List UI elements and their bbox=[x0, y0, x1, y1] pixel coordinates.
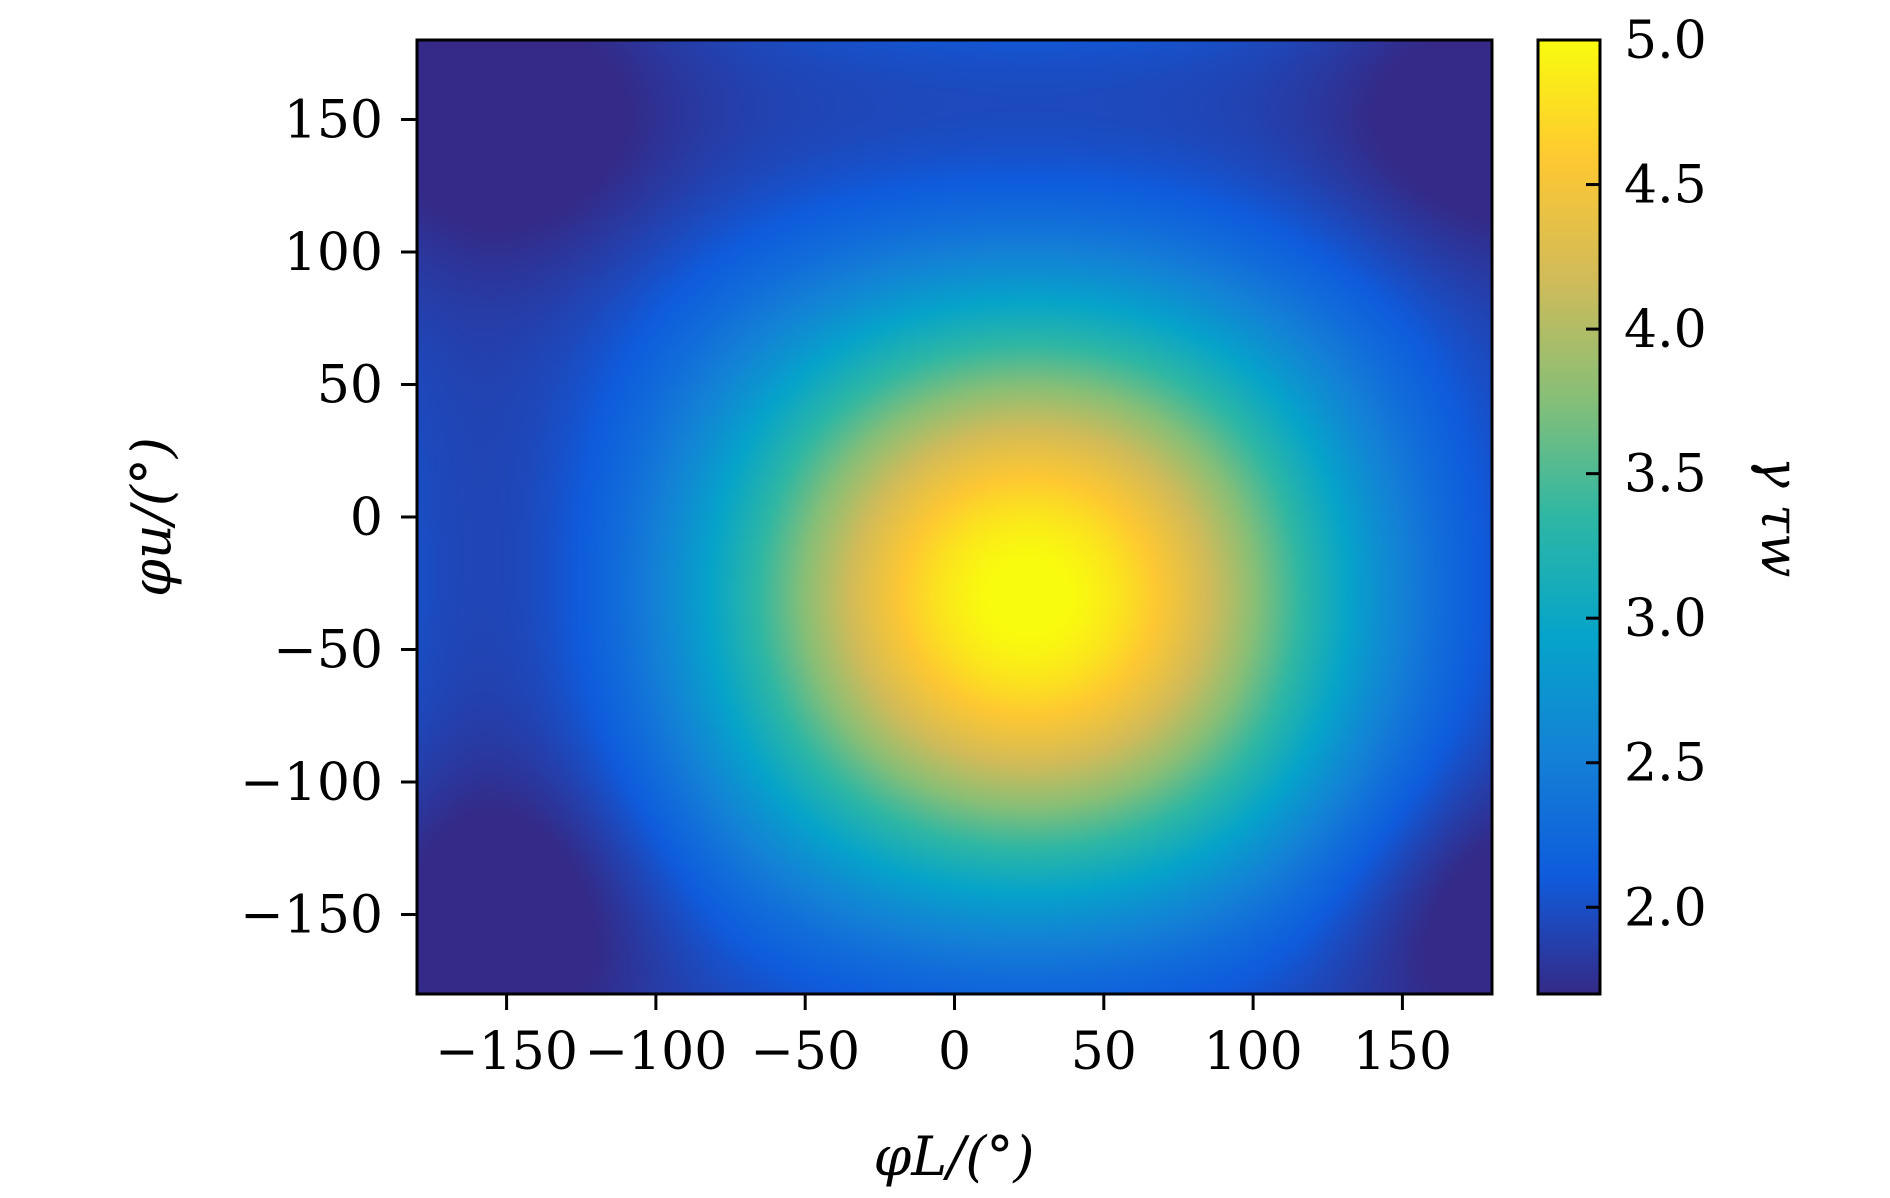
y-tick-label: −50 bbox=[273, 621, 383, 681]
colorbar-tick-label: 2.0 bbox=[1624, 878, 1707, 938]
colorbar bbox=[1536, 38, 1602, 996]
x-tick-label: −50 bbox=[750, 1022, 860, 1082]
colorbar-ticks: 2.0 2.5 3.0 3.5 4.0 4.5 5.0 bbox=[1586, 11, 1707, 938]
x-tick-label: 50 bbox=[1071, 1022, 1137, 1082]
colorbar-tick-label: 4.0 bbox=[1624, 300, 1707, 360]
heatmap-surface bbox=[417, 40, 1492, 994]
x-tick-label: −150 bbox=[435, 1022, 578, 1082]
y-axis-label: φu/(°) bbox=[120, 437, 183, 597]
x-tick-label: 150 bbox=[1353, 1022, 1452, 1082]
y-tick-label: −150 bbox=[240, 886, 383, 946]
y-tick-label: 50 bbox=[317, 356, 383, 416]
y-tick-label: 150 bbox=[284, 91, 383, 151]
colorbar-label: γ τw bbox=[1749, 457, 1809, 578]
colorbar-tick-label: 2.5 bbox=[1624, 734, 1707, 794]
y-axis-ticks: −150 −100 −50 0 50 100 150 bbox=[240, 91, 417, 946]
x-tick-label: 100 bbox=[1203, 1022, 1302, 1082]
x-axis-ticks: −150 −100 −50 0 50 100 150 bbox=[435, 994, 1452, 1082]
colorbar-tick-label: 3.0 bbox=[1624, 589, 1707, 649]
x-axis-label: φL/(°) bbox=[874, 1125, 1035, 1188]
y-tick-label: −100 bbox=[240, 753, 383, 813]
colorbar-tick-label: 3.5 bbox=[1624, 445, 1707, 505]
y-tick-label: 0 bbox=[350, 488, 383, 548]
x-tick-label: 0 bbox=[938, 1022, 971, 1082]
y-tick-label: 100 bbox=[284, 223, 383, 283]
colorbar-tick-label: 5.0 bbox=[1624, 11, 1707, 71]
colorbar-tick-label: 4.5 bbox=[1624, 156, 1707, 216]
x-tick-label: −100 bbox=[584, 1022, 727, 1082]
